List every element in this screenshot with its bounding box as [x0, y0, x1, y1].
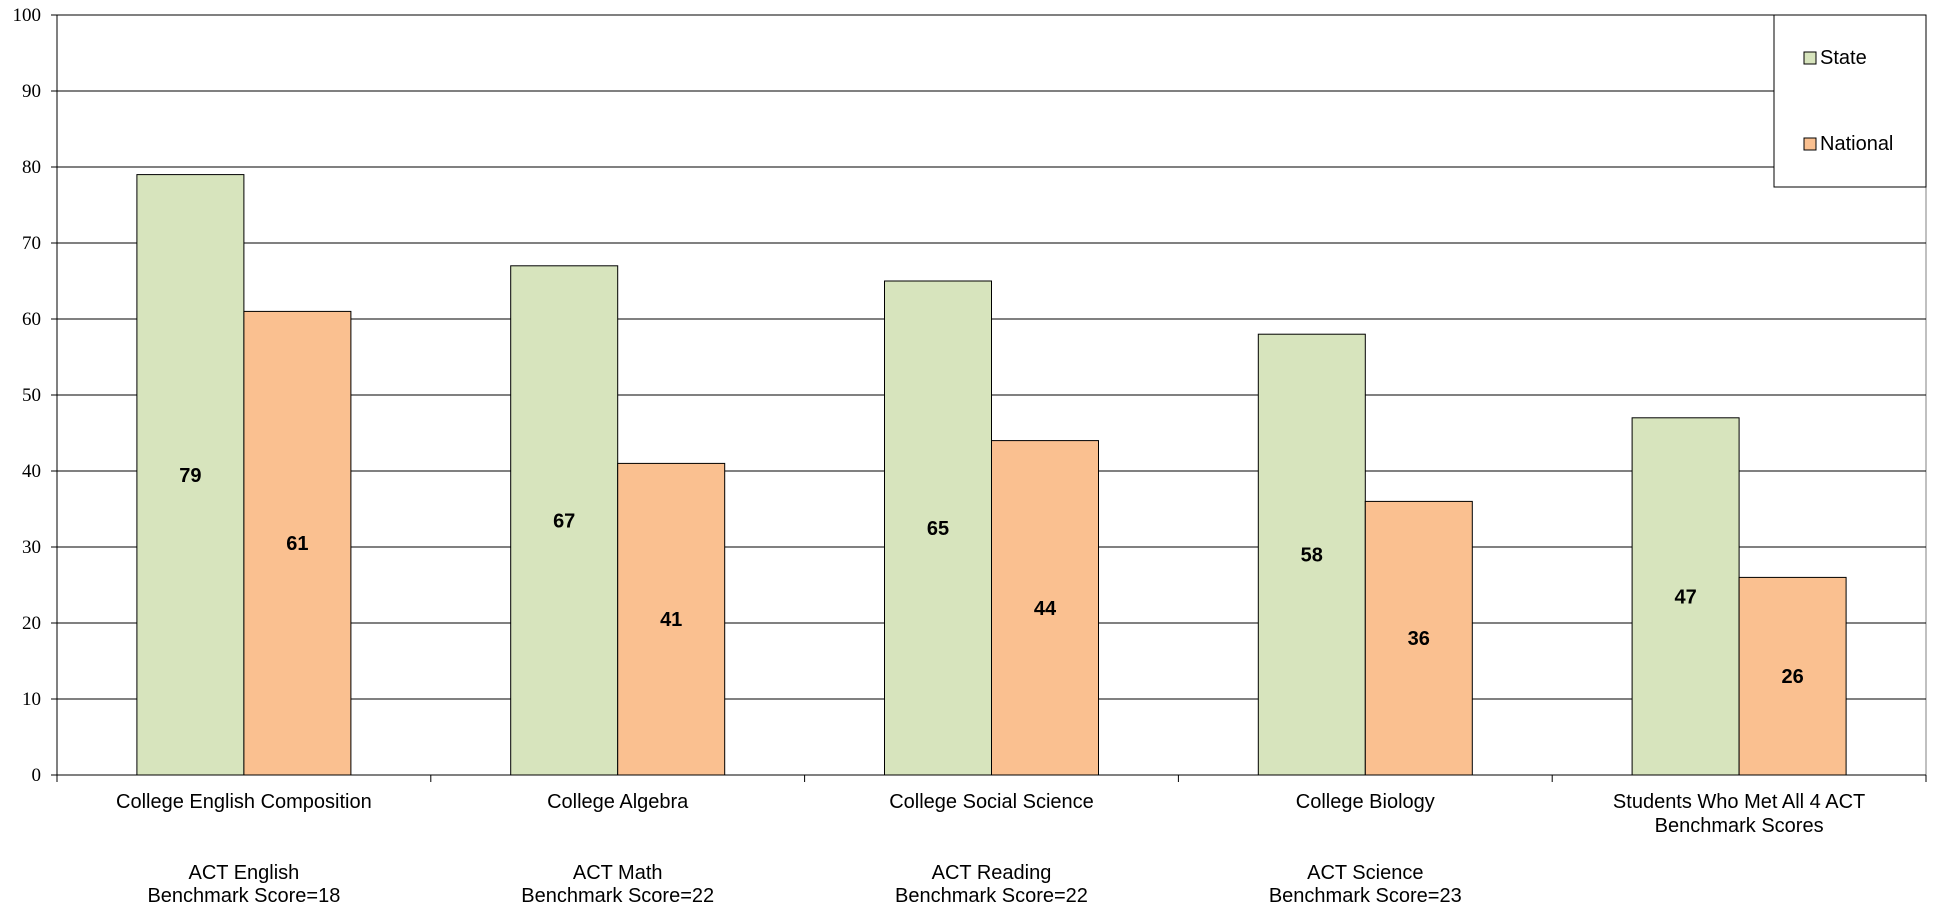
category-sublabel: Benchmark Score=22 [895, 885, 1088, 907]
y-tick-label: 0 [32, 765, 42, 786]
y-tick-label: 10 [22, 689, 41, 710]
y-tick-label: 90 [22, 81, 41, 102]
data-label: 36 [1408, 628, 1430, 650]
y-tick-label: 40 [22, 461, 41, 482]
legend-box [1773, 14, 1927, 188]
data-label: 79 [179, 465, 201, 487]
bar-national [1364, 500, 1473, 776]
legend: State National [1773, 14, 1927, 188]
category-label: College English Composition [116, 791, 372, 813]
y-axis: 0 10 20 30 40 50 60 70 80 90 100 [13, 5, 58, 786]
legend-entry-national: National [1803, 133, 1893, 155]
data-label: 65 [927, 518, 949, 540]
legend-label-national: National [1820, 133, 1893, 155]
bar-state [136, 174, 245, 776]
category-label: College Algebra [547, 791, 689, 813]
y-tick-label: 20 [22, 613, 41, 634]
category-sublabel: ACT Math [573, 862, 663, 884]
category-label: Benchmark Scores [1655, 815, 1824, 837]
data-label: 67 [553, 510, 575, 532]
y-tick-label: 100 [13, 5, 42, 26]
category-label: College Biology [1296, 791, 1435, 813]
bar-state [1257, 333, 1366, 776]
bar-national [617, 462, 726, 776]
legend-swatch-national [1803, 137, 1817, 151]
data-label: 58 [1301, 545, 1323, 567]
bar-state [510, 265, 619, 776]
y-tick-label: 30 [22, 537, 41, 558]
data-label: 44 [1034, 598, 1057, 620]
category-sublabel: ACT English [189, 862, 300, 884]
data-label: 26 [1781, 666, 1803, 688]
bar-national [991, 440, 1099, 776]
y-tick-label: 80 [22, 157, 41, 178]
bar-national [1738, 576, 1847, 776]
category-label: Students Who Met All 4 ACT [1613, 791, 1865, 813]
bars: 79 61 67 41 65 44 58 36 47 26 [136, 174, 1847, 776]
category-sublabel: ACT Science [1307, 862, 1423, 884]
legend-label-state: State [1820, 47, 1867, 69]
legend-entry-state: State [1803, 47, 1867, 69]
category-label: College Social Science [889, 791, 1094, 813]
bar-state [1631, 417, 1740, 776]
category-sublabel: ACT Reading [932, 862, 1052, 884]
bar-national [243, 310, 352, 776]
y-tick-label: 50 [22, 385, 41, 406]
legend-swatch-state [1803, 51, 1817, 65]
category-sublabel: Benchmark Score=23 [1269, 885, 1462, 907]
data-label: 47 [1674, 586, 1696, 608]
category-sublabel: Benchmark Score=22 [521, 885, 714, 907]
data-label: 61 [286, 533, 308, 555]
y-tick-label: 70 [22, 233, 41, 254]
category-sublabel: Benchmark Score=18 [147, 885, 340, 907]
y-tick-label: 60 [22, 309, 41, 330]
data-label: 41 [660, 609, 682, 631]
